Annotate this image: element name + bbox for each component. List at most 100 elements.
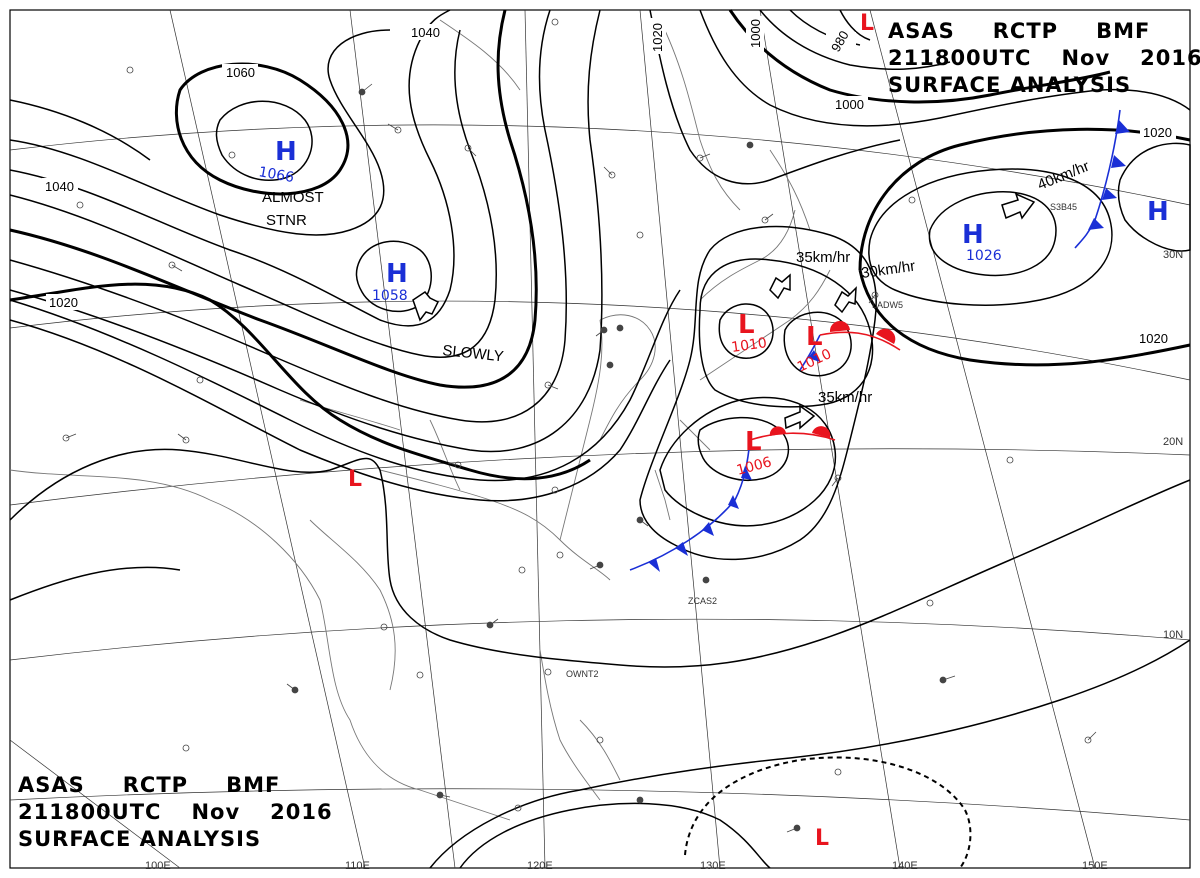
isobar-1020-west [9,282,591,481]
station-plots [62,18,1097,833]
station-marker [636,796,644,804]
motion-label-stnr: STNR [266,212,307,229]
map-title-top: ASAS RCTP BMF 211800UTC Nov 2016 SURFACE… [888,18,1200,99]
isobar-1020-east-south [858,269,1191,367]
station-marker [746,141,754,149]
coastline-russia-east [659,19,741,211]
title-product: SURFACE ANALYSIS [18,827,262,851]
cold-front-east-pips [1088,120,1130,230]
station-marker [228,151,236,159]
motion-arrow-japan-east [834,286,857,314]
station-marker [76,201,84,209]
motion-arrows [412,192,1036,430]
isobar-1020-north [649,9,901,185]
high-pressure-value: 1058 [372,288,408,304]
station-marker [196,376,204,384]
low-pressure-value: 1010 [730,335,768,356]
station-marker [126,66,134,74]
title-year: 2016 [270,800,333,824]
isobar-label-1020-west: 1020 [49,295,78,310]
isobar-1012-south [429,639,1191,869]
isobar-1052 [9,29,391,236]
warm-front-south-bumps [769,426,831,438]
station-marker [62,434,70,442]
isobar-1036 [9,9,568,423]
station-marker [696,154,704,162]
isobar-1012-west [9,566,181,601]
station-marker [556,551,564,559]
motion-arrow-low-1006 [784,404,816,430]
station-marker [551,486,559,494]
isobar-1028 [9,289,681,482]
coastline-philippines [539,649,601,801]
lat-label-20n: 20N [1163,436,1183,448]
warm-front-japan [819,331,901,351]
isobar-1064 [215,100,313,181]
cold-front-japan-pips [808,350,820,362]
title-agency: ASAS [888,19,955,43]
station-marker [761,216,769,224]
isobar-980 [839,9,871,41]
station-marker [636,231,644,239]
map-title-bottom: ASAS RCTP BMF 211800UTC Nov 2016 SURFACE… [18,772,333,853]
coastline-china-east [559,319,603,541]
cold-front-southwest-pips [648,466,752,572]
isobar-1008-japan-east [783,311,852,377]
latitude-line-30n [9,300,1191,381]
isobar-1024-far-east [1117,142,1191,252]
station-marker [168,261,176,269]
lon-label-120e: 120E [527,860,553,872]
low-pressure-symbol: L [745,427,762,457]
isobar-1012-japan [698,258,874,408]
motion-arrow-high-1058 [412,291,440,322]
isobar-1012-north [699,9,1191,127]
high-pressure-symbol: H [386,259,408,289]
cold-front-east [1074,109,1121,249]
coastline-japan-main [699,269,831,381]
title-source: BMF [226,773,281,797]
station-marker [834,474,842,482]
station-marker [834,768,842,776]
high-pressure-symbol: H [1147,197,1169,227]
longitude-line-110e [169,9,366,869]
low-pressure-symbol: L [815,826,829,851]
station-marker [464,144,472,152]
lon-label-130e: 130E [700,860,726,872]
high-pressure-value: 1066 [257,164,295,186]
isobar-label-1020-north: 1020 [650,23,665,52]
isobar-label-1000: 1000 [835,97,864,112]
motion-arrow-high-1026 [1001,192,1036,220]
isobar-label-1040-west: 1040 [45,179,74,194]
pressure-centers: H 1066 H 1058 H 1026 H L 1010 L 1010 L 1… [257,11,1168,851]
coastline-korea [599,314,656,381]
warm-front-south [749,432,836,441]
low-pressure-symbol: L [348,467,362,492]
isobar-label-1060: 1060 [226,65,255,80]
boundary-line-2 [429,419,461,491]
isobars [9,9,1191,869]
isobar-1004-low [697,416,790,482]
isobar-1032 [9,9,603,453]
latitude-line-10n [9,618,1191,661]
longitude-line-100e [9,739,181,869]
station-marker [544,381,552,389]
graticule [9,9,1191,869]
low-pressure-symbol: L [806,322,823,352]
isobar-1010-south [459,802,771,869]
low-pressure-symbol: L [860,11,874,36]
coastline-taiwan [654,469,671,521]
station-marker [926,599,934,607]
title-time: 211800UTC [18,800,162,824]
station-marker [518,566,526,574]
title-time: 211800UTC [888,46,1032,70]
motion-label-low-1006: 35km/hr [818,389,872,406]
station-marker [182,436,190,444]
isobar-dashed-tropical [684,756,972,869]
title-year: 2016 [1140,46,1200,70]
title-source: BMF [1096,19,1151,43]
longitude-line-115e [349,9,456,869]
high-pressure-value: 1026 [966,248,1002,264]
station-marker [596,736,604,744]
